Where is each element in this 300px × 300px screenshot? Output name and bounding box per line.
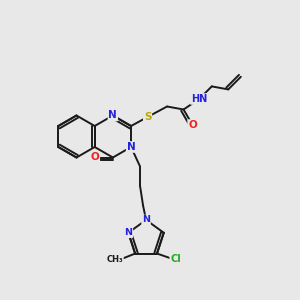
Text: O: O xyxy=(91,152,99,163)
Text: N: N xyxy=(109,110,117,121)
Text: HN: HN xyxy=(191,94,207,104)
Text: CH₃: CH₃ xyxy=(106,255,123,264)
Text: N: N xyxy=(142,215,150,224)
Text: N: N xyxy=(124,228,132,237)
Text: N: N xyxy=(127,142,135,152)
Text: S: S xyxy=(144,112,151,122)
Text: O: O xyxy=(188,120,197,130)
Text: Cl: Cl xyxy=(170,254,181,264)
